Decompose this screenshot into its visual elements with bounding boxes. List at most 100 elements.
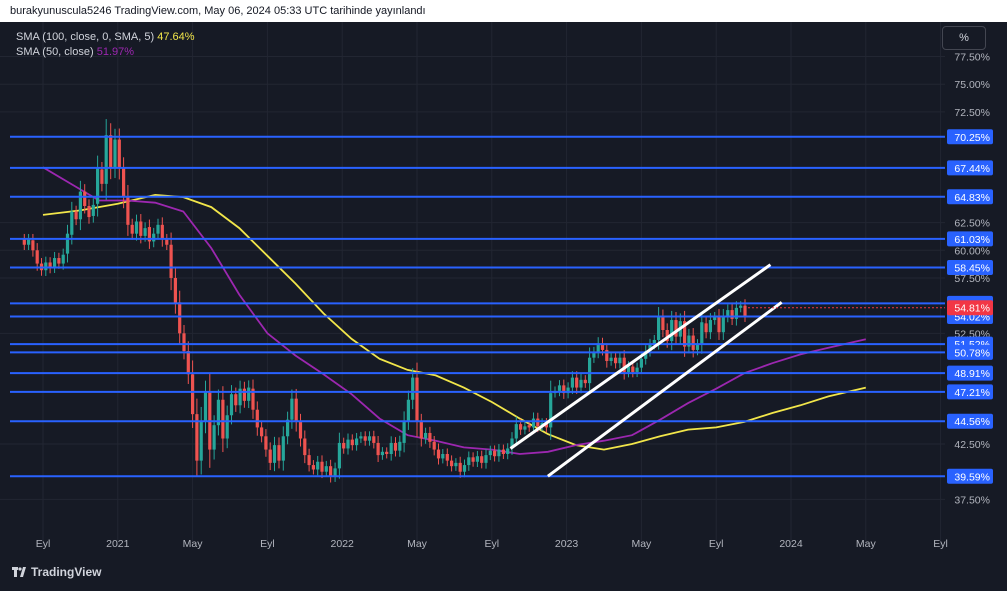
candle-body [488, 450, 492, 456]
x-tick-label: Eyl [260, 538, 275, 550]
candle-body [22, 239, 26, 245]
legend-sma100[interactable]: SMA (100, close, 0, SMA, 5) 47.64% [16, 30, 195, 45]
price-badges: 70.25%67.44%64.83%61.03%58.45%55.20%54.0… [747, 129, 993, 484]
level-badge: 48.91% [954, 368, 990, 380]
candle-body [536, 418, 540, 427]
candle-body [268, 449, 272, 463]
candle-body [311, 465, 316, 470]
candle-body [70, 211, 74, 235]
x-tick-label: May [407, 538, 428, 550]
level-badge: 39.59% [954, 471, 990, 483]
candle-body [221, 399, 225, 439]
candle-body [657, 316, 661, 340]
tradingview-logo[interactable]: TradingView [12, 565, 101, 579]
level-badge-bg [947, 365, 993, 381]
candle-body [156, 224, 160, 234]
candle-body [337, 442, 341, 469]
candle-body [294, 398, 298, 422]
candle-body [117, 139, 121, 169]
candle-body [290, 398, 294, 420]
candle-body [575, 377, 579, 388]
x-tick-label: May [631, 538, 652, 550]
candle-body [691, 335, 695, 350]
candle-body [354, 438, 359, 446]
level-badge-bg [947, 344, 993, 360]
candle-body [78, 191, 82, 220]
candle-body [216, 399, 221, 426]
candle-body [596, 343, 600, 353]
candle-body [152, 233, 156, 242]
candle-body [484, 455, 488, 463]
candle-body [143, 228, 147, 236]
y-tick-label: 62.50% [954, 218, 990, 230]
horizontal-levels-layer [10, 135, 945, 478]
candle-body [648, 344, 652, 352]
candle-body [436, 449, 441, 459]
candle-body [260, 427, 264, 437]
candle-body [160, 224, 164, 240]
candle-body [109, 135, 113, 168]
price-chart[interactable]: 77.50%75.00%72.50%62.50%60.00%57.50%52.5… [0, 22, 1007, 586]
candle-body [134, 221, 139, 234]
candle-body [242, 388, 246, 401]
candle-body [713, 316, 717, 321]
candle-body [376, 442, 380, 456]
y-tick-label: 77.50% [954, 52, 990, 64]
legend-sma50-label: SMA (50, close) [16, 46, 94, 58]
candle-body [83, 191, 87, 206]
candle-body [169, 244, 173, 278]
candle-body [363, 436, 367, 441]
candle-body [704, 323, 708, 333]
candle-body [639, 358, 643, 368]
candle-body [186, 351, 190, 375]
level-badge-bg [947, 189, 993, 205]
candle-body [493, 450, 497, 457]
candle-body [739, 305, 743, 308]
legend-sma50[interactable]: SMA (50, close) 51.97% [16, 45, 195, 60]
candle-body [695, 344, 700, 350]
candle-body [661, 316, 665, 330]
candle-body [320, 461, 324, 472]
tradingview-icon [12, 567, 26, 577]
level-badge: 50.78% [954, 347, 990, 359]
candle-body [165, 239, 169, 245]
candle-body [626, 366, 631, 373]
candle-body [74, 211, 78, 220]
candle-body [130, 224, 134, 234]
candle-body [652, 339, 656, 345]
percent-scale-button[interactable]: % [942, 26, 986, 50]
legend-sma100-value: 47.64% [157, 31, 195, 43]
candle-body [458, 462, 462, 472]
y-axis: 77.50%75.00%72.50%62.50%60.00%57.50%52.5… [954, 52, 990, 507]
candle-body [333, 468, 337, 477]
candle-body [385, 451, 389, 454]
y-tick-label: 42.50% [954, 439, 990, 451]
candle-body [609, 357, 613, 361]
chart-area[interactable]: 77.50% 75.00% 72.50% 62.50% 60.00% 57.50% 52.5… [0, 22, 1007, 586]
candle-body [644, 351, 648, 359]
candle-body [415, 377, 419, 422]
candle-body [708, 320, 713, 333]
candle-body [178, 302, 182, 334]
candle-body [454, 462, 458, 467]
candle-body [389, 442, 393, 454]
level-badge: 44.56% [954, 416, 990, 428]
level-badge-bg [947, 413, 993, 429]
level-badge: 67.44% [954, 163, 990, 175]
level-badge-bg [947, 160, 993, 176]
candle-body [419, 421, 423, 439]
candle-body [35, 250, 39, 264]
candle-body [359, 436, 363, 439]
candle-body [100, 169, 104, 184]
level-badge: 70.25% [954, 132, 990, 144]
candle-body [682, 321, 687, 347]
candle-body [44, 262, 48, 271]
candle-body [316, 461, 320, 470]
candle-body [618, 357, 622, 364]
candle-body [592, 352, 596, 358]
candle-body [600, 343, 605, 350]
candle-body [27, 239, 31, 245]
candle-body [670, 320, 674, 342]
candle-body [497, 449, 501, 457]
candle-body [229, 394, 234, 416]
